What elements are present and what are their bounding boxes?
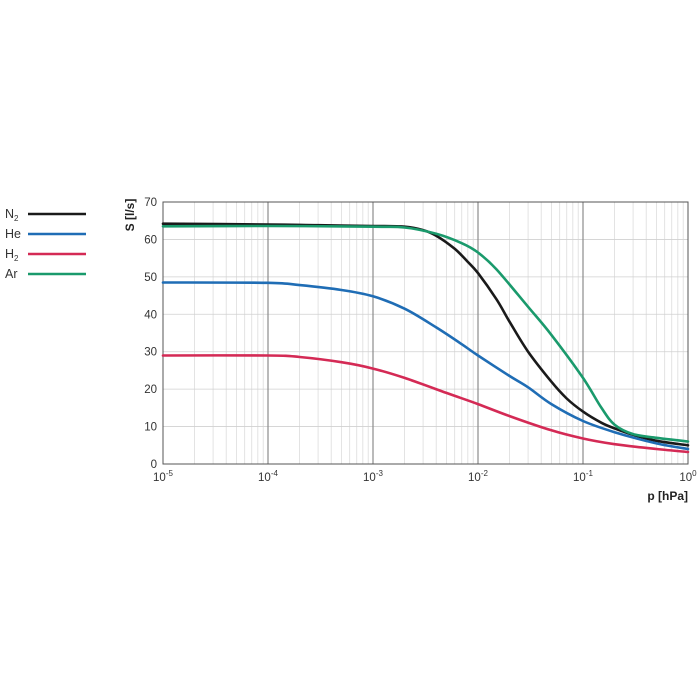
- y-tick-label: 60: [144, 234, 157, 246]
- x-tick-base: 10: [363, 472, 376, 484]
- major-gridlines: [267, 202, 584, 464]
- plot-frame: [162, 201, 689, 465]
- x-tick-label: 100: [679, 469, 697, 484]
- x-tick-label: 10-1: [573, 469, 593, 484]
- legend-label-main: Ar: [5, 267, 18, 281]
- legend-label-n2: N2: [5, 207, 19, 223]
- x-tick-base: 10: [679, 472, 692, 484]
- x-tick-exponent: -2: [481, 469, 489, 478]
- y-tick-label: 10: [144, 422, 157, 434]
- series-line-n2: [161, 222, 690, 447]
- x-tick-base: 10: [258, 472, 271, 484]
- x-tick-exponent: -3: [376, 469, 384, 478]
- x-tick-label: 10-4: [258, 469, 278, 484]
- y-tick-label: 50: [144, 272, 157, 284]
- y-tick-label: 30: [144, 347, 157, 359]
- y-axis-title: S [l/s]: [123, 199, 137, 232]
- x-tick-base: 10: [153, 472, 166, 484]
- series-line-h2: [161, 354, 690, 454]
- series-line-ar: [161, 224, 690, 443]
- x-tick-label: 10-3: [363, 469, 383, 484]
- y-tick-label: 70: [144, 197, 157, 209]
- legend-label-main: H: [5, 247, 14, 261]
- x-tick-label: 10-5: [153, 469, 173, 484]
- minor-gridlines: [163, 202, 688, 464]
- legend-label-main: N: [5, 207, 14, 221]
- legend-label-main: He: [5, 227, 21, 241]
- x-tick-label: 10-2: [468, 469, 488, 484]
- x-axis-title: p [hPa]: [647, 489, 688, 503]
- legend-label-h2: H2: [5, 247, 19, 263]
- series-line-he: [161, 281, 690, 451]
- x-tick-exponent: -4: [271, 469, 279, 478]
- legend-label-ar: Ar: [5, 267, 18, 281]
- x-tick-exponent: 0: [692, 469, 697, 478]
- legend-label-he: He: [5, 227, 21, 241]
- series-lines: [161, 222, 690, 454]
- y-tick-label: 40: [144, 309, 157, 321]
- x-tick-base: 10: [573, 472, 586, 484]
- x-tick-exponent: -1: [586, 469, 594, 478]
- y-tick-label: 20: [144, 384, 157, 396]
- y-axis-tick-labels: 0 10 20 30 40 50 60 70: [144, 197, 157, 471]
- x-axis-tick-labels: 10-5 10-4 10-3 10-2 10-1 100: [153, 469, 697, 484]
- x-tick-base: 10: [468, 472, 481, 484]
- y-tick-label: 0: [151, 459, 157, 471]
- legend-label-subscript: 2: [14, 254, 19, 263]
- x-tick-exponent: -5: [166, 469, 174, 478]
- legend-label-subscript: 2: [14, 214, 19, 223]
